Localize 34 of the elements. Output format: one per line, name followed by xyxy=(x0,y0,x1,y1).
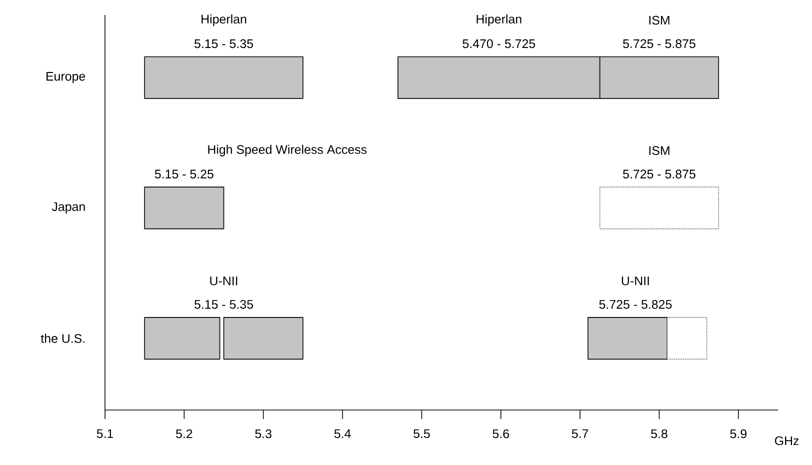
annotation: 5.15 - 5.35 xyxy=(194,300,253,309)
annotation: High Speed Wireless Access xyxy=(208,144,367,156)
annotation: 5.725 - 5.875 xyxy=(623,170,696,178)
x-tick-label: 5.4 xyxy=(334,429,351,438)
annotation: U-NII xyxy=(210,276,238,286)
x-tick-label: 5.9 xyxy=(730,429,746,438)
x-tick-label: 5.8 xyxy=(651,429,668,438)
x-tick-label: 5.2 xyxy=(176,429,192,438)
y-tick-label: Europe xyxy=(46,72,86,84)
annotation: 5.725 - 5.825 xyxy=(599,300,672,309)
annotation: U-NII xyxy=(622,276,649,286)
annotation: ISM xyxy=(649,16,670,25)
annotation: Hiperlan xyxy=(476,14,522,26)
x-tick-label: 5.7 xyxy=(572,429,588,438)
bar xyxy=(223,317,304,360)
x-tick-label: 5.1 xyxy=(96,429,114,438)
bar xyxy=(144,56,304,99)
bar xyxy=(599,186,720,230)
annotation: 5.725 - 5.875 xyxy=(623,39,696,48)
x-tick-label: 5.3 xyxy=(255,429,272,438)
bar xyxy=(144,186,224,230)
annotation: 5.15 - 5.25 xyxy=(154,170,214,178)
annotation: Hiperlan xyxy=(202,14,246,26)
annotation: 5.15 - 5.35 xyxy=(194,39,253,48)
y-tick-label: Japan xyxy=(52,202,85,214)
bar xyxy=(666,317,708,360)
annotation: ISM xyxy=(649,146,670,155)
y-tick-label: the U.S. xyxy=(40,334,85,343)
bar xyxy=(588,317,668,360)
bar xyxy=(144,317,220,360)
annotation: 5.470 - 5.725 xyxy=(462,39,536,48)
x-tick-label: 5.5 xyxy=(414,429,430,438)
x-axis-title: GHz xyxy=(774,436,799,446)
x-tick-label: 5.6 xyxy=(492,429,509,438)
